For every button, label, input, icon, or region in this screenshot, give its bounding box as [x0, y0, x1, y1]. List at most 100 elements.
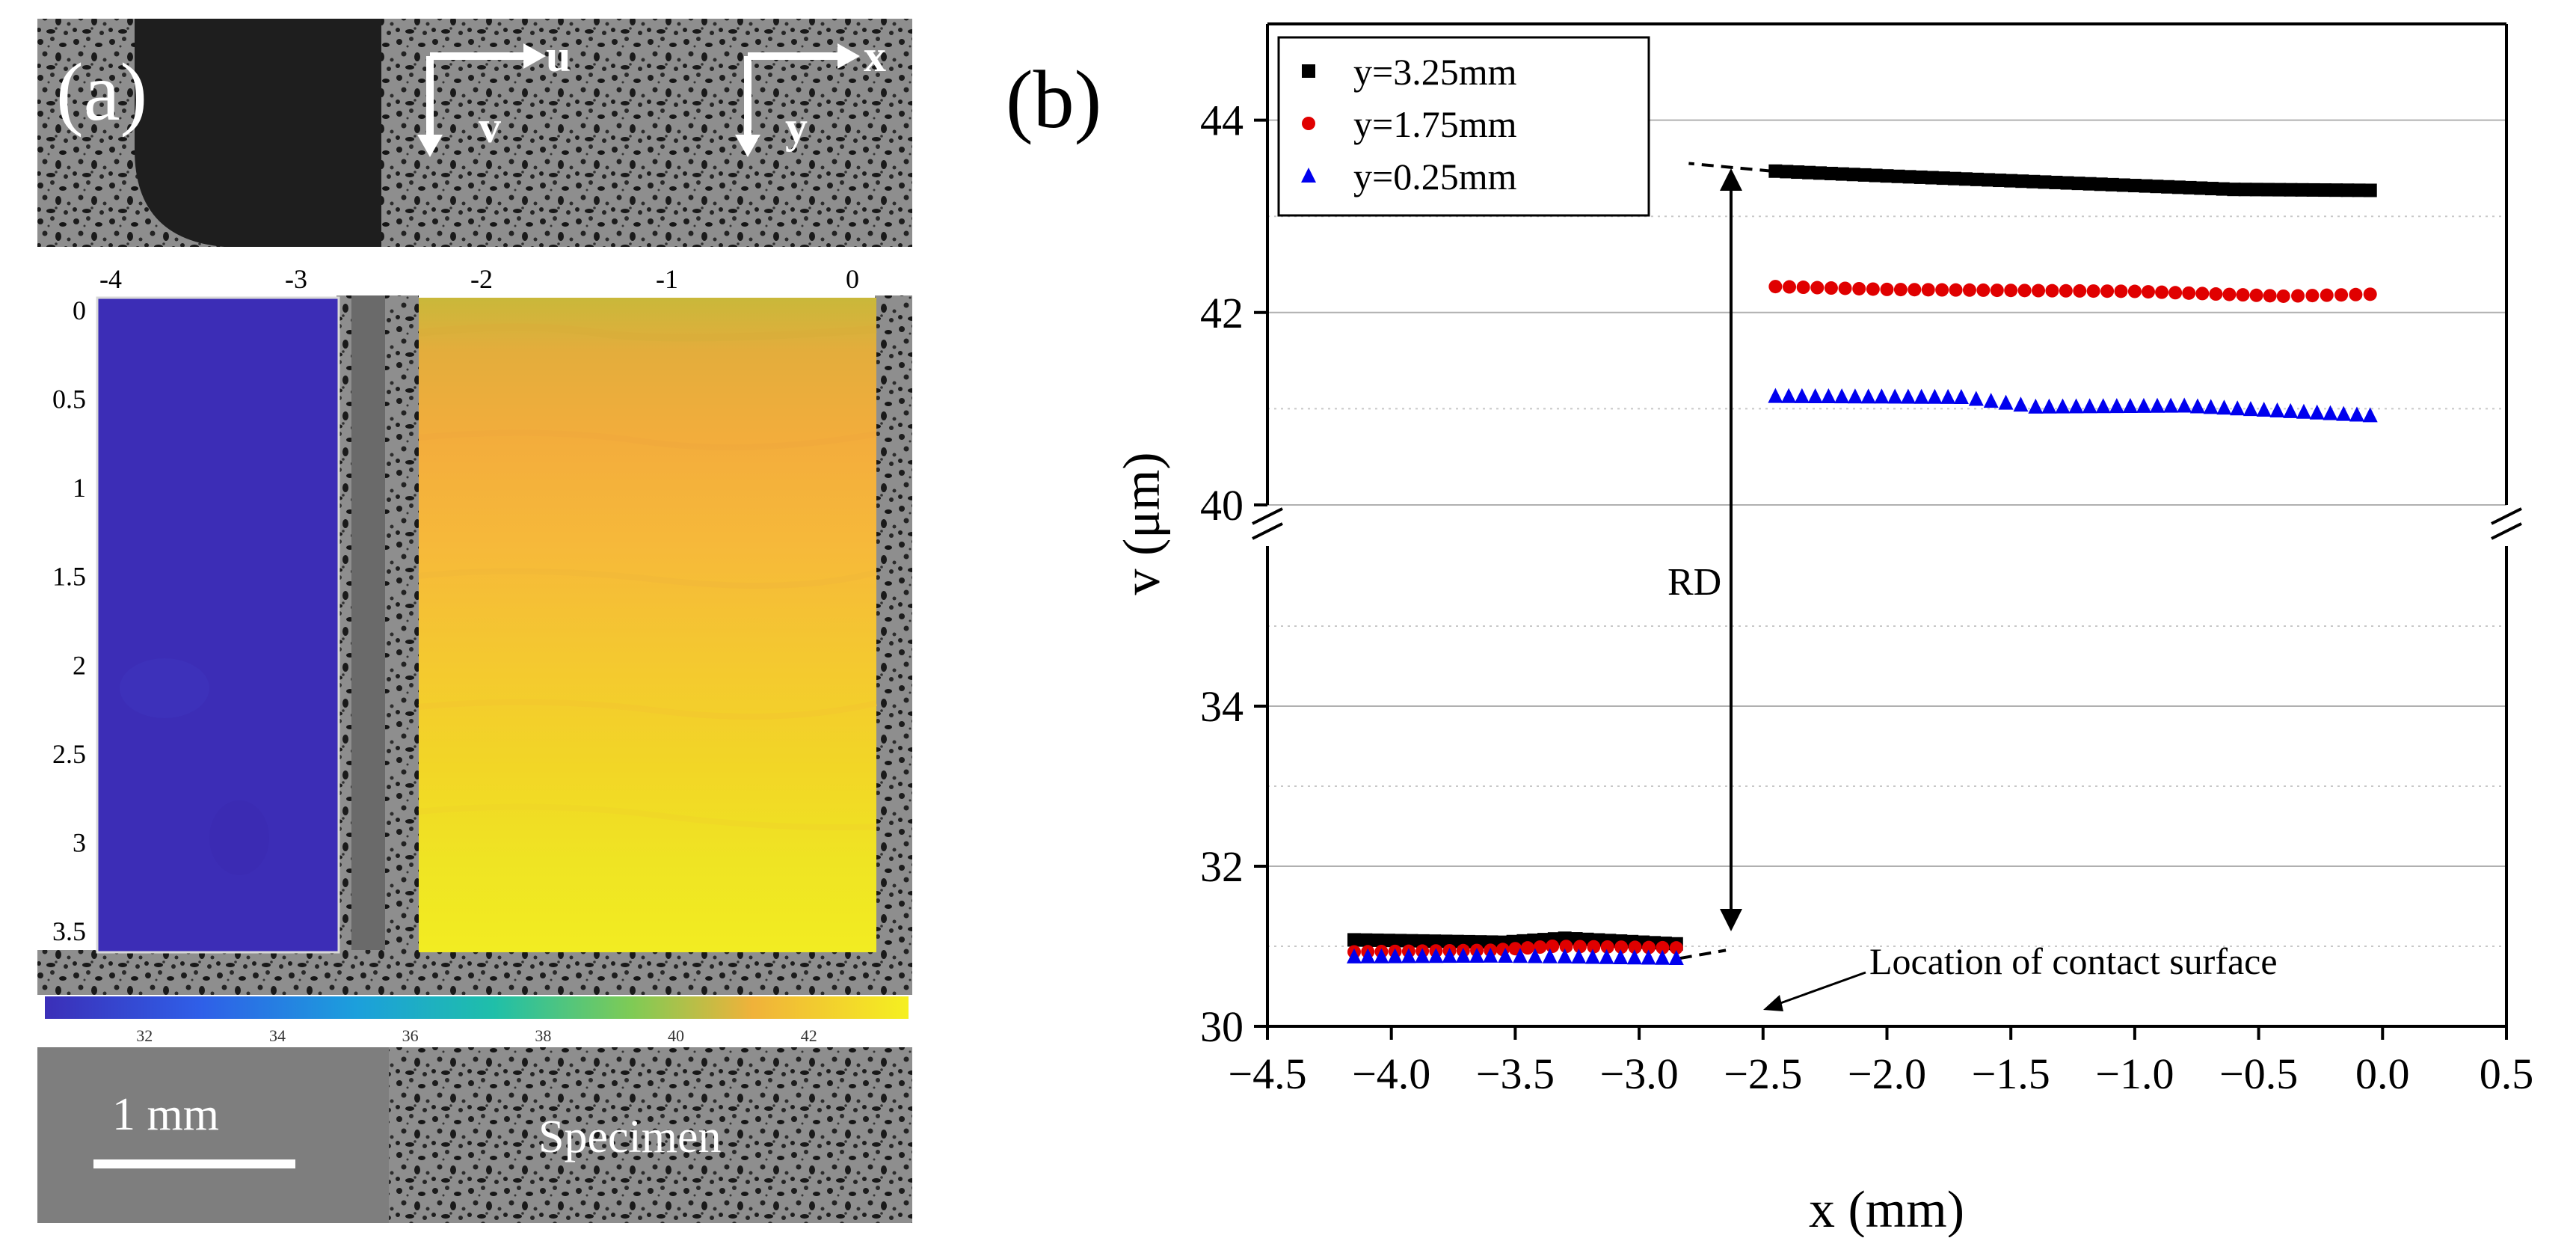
data-point-square	[1370, 933, 1384, 947]
data-point-square	[1835, 167, 1849, 181]
data-point-circle	[1962, 283, 1976, 297]
data-point-square	[1802, 165, 1816, 180]
data-point-square	[2284, 183, 2298, 197]
rd-label: RD	[1667, 561, 1721, 604]
panel-a-y-tick-label: 0	[73, 295, 86, 325]
panel-a: (a) u v x y -4 -3 -2 -1 0 0 0.5 1 1.5 2 2.5 3 3.5 3	[0, 0, 920, 1237]
chart: (b) −4.5 −4.0 −3.5 −3.0 −2.5 −2.0 −1.5 −1.0 −0.5…	[1006, 22, 2533, 1239]
data-point-circle	[1908, 283, 1922, 297]
bottom-plain-region	[37, 1047, 389, 1223]
data-point-square	[1993, 174, 2007, 188]
data-point-square	[1936, 171, 1950, 186]
panel-a-y-tick-label: 0.5	[52, 384, 86, 414]
data-point-triangle	[2283, 402, 2299, 418]
data-point-square	[2004, 174, 2018, 188]
panel-a-label: (a)	[56, 46, 147, 138]
data-point-triangle	[2082, 398, 2097, 414]
data-point-square	[2105, 177, 2119, 191]
data-point-square	[1880, 169, 1894, 183]
data-point-triangle	[1860, 388, 1876, 404]
y-tick-label: 40	[1200, 481, 1244, 530]
x-tick-label: −2.0	[1848, 1050, 1926, 1098]
data-point-triangle	[1668, 950, 1684, 966]
data-point-circle	[2349, 287, 2363, 301]
data-point-triangle	[1887, 388, 1903, 404]
data-point-triangle	[1469, 947, 1485, 963]
data-point-circle	[1893, 283, 1908, 297]
data-point-triangle	[2055, 398, 2071, 414]
data-point-square	[1768, 164, 1783, 178]
data-point-square	[2183, 180, 2197, 194]
data-point-triangle	[2136, 397, 2151, 413]
data-point-square	[1982, 173, 1996, 187]
data-point-square	[2249, 183, 2263, 197]
data-point-square	[2071, 177, 2085, 191]
data-point-triangle	[1768, 387, 1783, 403]
panel-a-y-tick-label: 2.5	[52, 739, 86, 769]
data-point-square	[1869, 168, 1883, 183]
data-point-circle	[1546, 940, 1560, 953]
legend-marker-circle	[1302, 117, 1315, 130]
data-point-triangle	[1428, 948, 1444, 963]
contact-surface-label: Location of contact surface	[1869, 940, 2278, 982]
data-point-circle	[1656, 940, 1670, 955]
data-point-circle	[2249, 288, 2263, 302]
data-point-triangle	[1498, 948, 1513, 963]
data-point-triangle	[2122, 398, 2138, 414]
data-point-circle	[1935, 283, 1949, 297]
data-point-circle	[1628, 940, 1642, 955]
data-point-square	[2295, 183, 2309, 197]
data-point-triangle	[2013, 396, 2029, 412]
data-point-triangle	[2230, 400, 2245, 416]
data-point-triangle	[1913, 388, 1929, 404]
contact-arrow	[1763, 971, 1866, 1011]
data-point-triangle	[2041, 398, 2057, 414]
data-point-square	[2317, 183, 2331, 197]
data-point-square	[2340, 183, 2355, 197]
data-point-triangle	[2109, 398, 2124, 414]
panel-a-y-tick-label: 3	[73, 827, 86, 857]
x-tick-label: 0.5	[2480, 1050, 2534, 1098]
x-tick-label: −3.5	[1476, 1050, 1555, 1098]
data-point-triangle	[1807, 387, 1823, 403]
x-tick-label: −0.5	[2219, 1050, 2298, 1098]
scale-bar-label: 1 mm	[112, 1089, 219, 1140]
data-point-circle	[2209, 287, 2223, 301]
data-point-square	[1970, 172, 1985, 186]
data-point-square	[2049, 175, 2063, 189]
panel-b-label: (b)	[1006, 54, 1101, 145]
data-point-square	[2194, 181, 2208, 195]
series-square	[1347, 164, 2377, 951]
data-point-square	[2306, 183, 2320, 197]
data-point-triangle	[1940, 388, 1956, 404]
data-point-square	[1902, 170, 1916, 184]
data-point-triangle	[2309, 404, 2325, 420]
data-point-triangle	[1415, 948, 1430, 963]
data-point-circle	[1614, 940, 1629, 955]
data-point-triangle	[2150, 397, 2165, 413]
data-point-circle	[1783, 280, 1797, 294]
data-point-square	[2216, 182, 2230, 196]
fixture-dark-region	[135, 19, 381, 247]
legend-label: y=3.25mm	[1353, 51, 1517, 93]
data-point-square	[1780, 165, 1794, 179]
data-point-circle	[1866, 282, 1880, 296]
data-point-square	[2161, 180, 2175, 194]
tick-labels: −4.5 −4.0 −3.5 −3.0 −2.5 −2.0 −1.5 −1.0 −0.5 0.0 0…	[1200, 96, 2533, 1098]
data-point-circle	[1838, 281, 1852, 295]
data-point-circle	[1573, 940, 1587, 954]
data-point-square	[2329, 183, 2343, 197]
data-point-circle	[1976, 283, 1991, 297]
data-point-circle	[2222, 287, 2237, 301]
data-point-triangle	[1626, 949, 1642, 965]
data-point-circle	[1796, 281, 1810, 295]
panel-a-x-ticks: -4 -3 -2 -1 0	[99, 264, 859, 294]
colorbar-ticks: 32 34 36 38 40 42	[136, 1026, 817, 1045]
colorbar-tick-label: 34	[269, 1026, 286, 1045]
data-point-circle	[2291, 289, 2305, 303]
data-point-triangle	[2189, 398, 2205, 414]
data-point-square	[2171, 180, 2186, 194]
gridlines	[1267, 119, 2506, 1027]
data-point-square	[1791, 165, 1805, 180]
data-point-triangle	[1599, 949, 1614, 964]
